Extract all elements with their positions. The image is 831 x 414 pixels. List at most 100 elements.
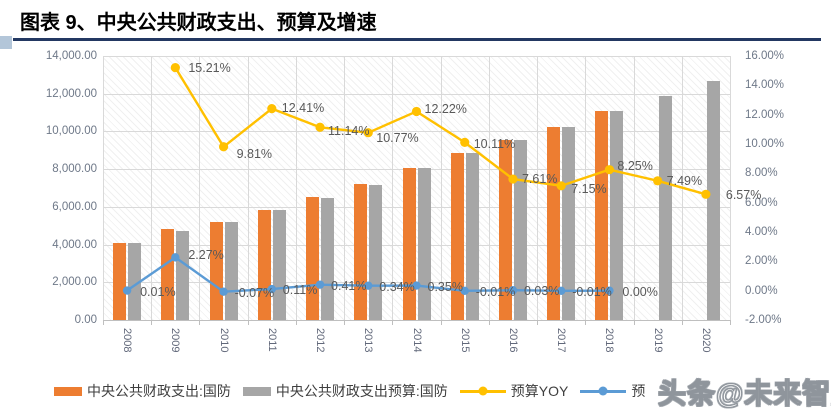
gridline-vertical	[103, 56, 104, 320]
left-axis-tick-label: 4,000.00	[52, 238, 97, 251]
page-title: 图表 9、中央公共财政支出、预算及增速	[20, 12, 377, 34]
x-axis-tick-mark	[730, 320, 731, 325]
gridline-vertical	[633, 56, 635, 320]
bar-expenditure-2008	[113, 242, 127, 320]
legend-label-budget: 中央公共财政支出预算:国防	[275, 383, 448, 399]
deviation-data-label: 0.03%	[523, 284, 560, 299]
legend-item-budget: 中央公共财政支出预算:国防	[242, 381, 448, 401]
x-axis-tick-mark	[537, 320, 539, 325]
plot-area-background	[103, 56, 730, 320]
left-axis-tick-label: 12,000.00	[45, 87, 97, 100]
gridline-vertical	[199, 56, 201, 320]
bar-budget-2013	[369, 184, 383, 320]
x-axis-year-label: 2015	[458, 328, 471, 353]
bar-budget-2012	[321, 197, 335, 320]
right-axis-tick-label: 10.00%	[745, 138, 785, 150]
bar-expenditure-2011	[257, 209, 271, 320]
x-axis-year-label: 2016	[506, 328, 519, 353]
budget-yoy-data-label: 10.77%	[376, 130, 419, 145]
budget-yoy-data-label: 7.49%	[666, 173, 703, 188]
x-axis-tick-mark	[488, 320, 490, 325]
budget-yoy-data-label: 15.21%	[188, 60, 231, 75]
budget-yoy-data-label: 7.15%	[571, 181, 607, 196]
gridline-vertical	[295, 56, 297, 320]
x-axis-year-label: 2019	[651, 328, 664, 353]
gridline-vertical	[730, 56, 731, 320]
x-axis-year-label: 2011	[265, 328, 278, 352]
gridline-horizontal	[103, 244, 730, 246]
gridline-horizontal	[103, 56, 730, 57]
budget-yoy-data-label: 11.14%	[328, 124, 370, 139]
x-axis-line	[103, 320, 730, 321]
gridline-vertical	[488, 56, 490, 320]
deviation-data-label: 2.27%	[188, 248, 224, 263]
bar-budget-2011	[272, 210, 286, 320]
left-axis-tick-label: 8,000.00	[52, 163, 97, 176]
bar-budget-2009	[176, 230, 190, 320]
budget-yoy-data-label: 12.41%	[281, 100, 325, 115]
bar-budget-2014	[417, 168, 431, 320]
x-axis-year-label: 2013	[362, 328, 375, 353]
left-axis-tick-label: 6,000.00	[52, 200, 97, 213]
deviation-data-label: 0.11%	[282, 283, 318, 298]
gridline-vertical	[151, 56, 153, 320]
x-axis-tick-mark	[392, 320, 394, 325]
right-axis-tick-label: 2.00%	[745, 255, 778, 268]
budget-swatch	[242, 386, 271, 396]
right-axis-tick-label: 14.00%	[745, 79, 785, 92]
budget-yoy-data-label: 12.22%	[424, 102, 467, 117]
x-axis-tick-mark	[633, 320, 635, 325]
legend-label-expenditure: 中央公共财政支出:国防	[87, 383, 231, 399]
gridline-vertical	[247, 56, 249, 320]
edge-artifact	[0, 36, 12, 49]
x-axis-year-label: 2009	[169, 328, 182, 353]
bar-expenditure-2013	[354, 184, 368, 320]
x-axis-tick-mark	[344, 320, 346, 325]
deviation-data-label: 0.35%	[427, 279, 463, 294]
budget-yoy-line-marker-icon	[459, 386, 506, 396]
x-axis-tick-mark	[295, 320, 297, 325]
deviation-data-label: -0.01%	[475, 284, 516, 299]
legend-item-expenditure: 中央公共财政支出:国防	[54, 381, 231, 401]
left-axis-tick-label: 0.00	[74, 314, 97, 326]
x-axis-tick-mark	[585, 320, 587, 325]
right-axis-tick-label: 12.00%	[745, 108, 785, 121]
x-axis-year-label: 2020	[699, 328, 712, 353]
x-axis-year-label: 2010	[217, 328, 230, 353]
chart-legend: 中央公共财政支出:国防 中央公共财政支出预算:国防 预算YOY 预	[54, 381, 645, 401]
deviation-data-label: -0.01%	[572, 284, 612, 299]
bar-expenditure-2012	[306, 197, 320, 320]
gridline-vertical	[537, 56, 539, 320]
deviation-line-marker-icon	[580, 386, 627, 396]
x-axis-year-label: 2018	[603, 328, 616, 353]
deviation-data-label: 0.00%	[622, 284, 658, 299]
right-axis-tick-label: 6.00%	[745, 196, 778, 209]
legend-label-deviation: 预	[631, 383, 646, 399]
bar-expenditure-2010	[209, 222, 223, 320]
bar-expenditure-2015	[450, 152, 464, 320]
right-axis-tick-label: 8.00%	[745, 167, 778, 180]
gridline-horizontal	[103, 206, 730, 208]
right-axis-tick-label: -2.00%	[745, 314, 782, 326]
deviation-data-label: 0.01%	[140, 284, 176, 299]
bar-budget-2020	[706, 80, 720, 320]
right-axis-tick-label: 16.00%	[745, 50, 785, 62]
x-axis-tick-mark	[103, 320, 104, 325]
right-axis-tick-label: 0.00%	[745, 284, 778, 297]
left-axis-tick-label: 2,000.00	[52, 276, 97, 289]
left-axis-tick-label: 14,000.00	[45, 50, 97, 62]
budget-yoy-data-label: 9.81%	[236, 146, 273, 161]
x-axis-tick-mark	[199, 320, 201, 325]
gridline-horizontal	[103, 93, 730, 95]
deviation-data-label: -0.07%	[234, 285, 275, 300]
x-axis-year-label: 2012	[314, 328, 327, 353]
x-axis-year-label: 2014	[410, 328, 423, 353]
expenditure-swatch	[54, 386, 82, 396]
x-axis-tick-mark	[681, 320, 683, 325]
deviation-data-label: 0.41%	[331, 278, 367, 293]
watermark-text: 头条@未来智库	[657, 377, 831, 409]
x-axis-tick-mark	[440, 320, 442, 325]
legend-label-budget-yoy: 预算YOY	[510, 383, 569, 399]
bar-budget-2019	[658, 95, 672, 320]
